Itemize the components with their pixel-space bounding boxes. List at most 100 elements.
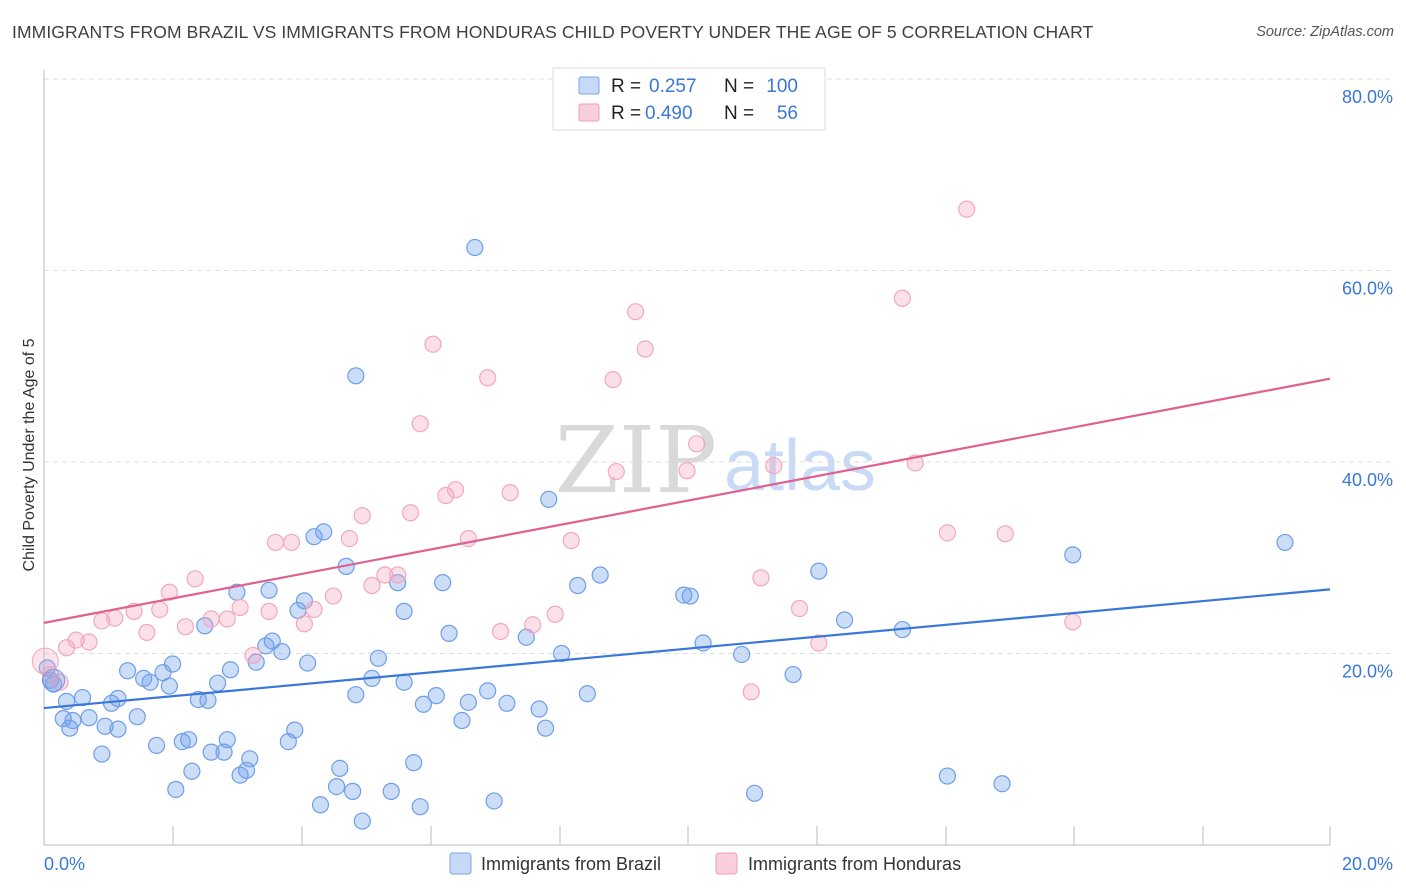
trend-line-brazil	[43, 588, 1331, 710]
data-point-cluster	[31, 647, 59, 675]
data-point	[562, 531, 580, 550]
data-point	[604, 371, 622, 389]
data-point	[45, 675, 63, 693]
data-point	[395, 602, 413, 620]
gridlines	[43, 78, 1394, 845]
data-point	[167, 780, 185, 799]
data-point	[260, 581, 278, 599]
data-point	[1064, 546, 1082, 564]
axes	[43, 70, 1330, 846]
data-point	[141, 673, 159, 691]
data-point	[353, 507, 371, 525]
data-point	[578, 685, 596, 703]
data-point	[286, 721, 304, 739]
data-point	[147, 736, 166, 755]
data-point-cluster	[42, 668, 66, 692]
data-point	[501, 484, 519, 502]
stats-legend: R = 0.257 N = 100 R = 0.490 N = 56	[552, 67, 826, 131]
stats-r-value-brazil: 0.257	[649, 76, 697, 97]
data-point	[80, 633, 98, 651]
y-axis-title: Child Poverty Under the Age of 5	[21, 338, 38, 571]
data-point	[64, 711, 82, 730]
data-point	[96, 717, 114, 735]
data-point	[424, 335, 442, 353]
data-point	[241, 750, 259, 768]
data-point	[440, 624, 458, 642]
data-point	[401, 504, 420, 522]
data-point	[199, 691, 217, 710]
legend-swatch-brazil	[449, 852, 472, 875]
data-point	[295, 615, 314, 633]
data-point	[1276, 533, 1294, 552]
data-point	[569, 576, 587, 595]
data-point	[93, 745, 111, 763]
data-point	[540, 490, 558, 508]
data-point	[810, 634, 828, 652]
data-point	[202, 610, 220, 628]
data-point	[109, 720, 127, 738]
data-point	[591, 566, 609, 584]
stats-n-label-honduras: N =	[724, 103, 754, 124]
y-tick-label: 20.0%	[1342, 662, 1393, 682]
stats-n-label-brazil: N =	[724, 76, 754, 97]
y-tick-label: 40.0%	[1342, 470, 1393, 490]
stats-n-value-honduras: 56	[777, 103, 798, 124]
data-point	[1064, 613, 1082, 631]
data-point	[266, 533, 285, 552]
data-point	[459, 693, 477, 711]
data-point	[315, 523, 333, 541]
x-tick-label: 20.0%	[1342, 854, 1393, 874]
data-point	[790, 599, 809, 618]
data-point	[893, 289, 912, 307]
data-point	[305, 600, 323, 619]
data-point	[347, 686, 365, 704]
data-point	[938, 767, 957, 785]
data-point	[810, 562, 828, 580]
data-point	[382, 782, 400, 800]
data-point	[752, 569, 770, 587]
stats-n-value-brazil: 100	[766, 76, 798, 97]
data-point	[327, 777, 346, 796]
data-point	[324, 587, 342, 605]
data-point	[183, 762, 201, 780]
data-point	[151, 600, 169, 619]
data-point	[299, 654, 317, 672]
data-point	[446, 481, 465, 499]
trend-line-honduras	[43, 377, 1331, 624]
data-point	[546, 605, 564, 623]
data-point	[536, 719, 555, 737]
data-point	[311, 796, 330, 814]
data-point	[202, 743, 220, 761]
data-point	[479, 682, 497, 700]
y-tick-label: 60.0%	[1342, 279, 1393, 299]
data-point	[353, 812, 371, 830]
data-point	[106, 609, 124, 627]
data-point	[173, 732, 191, 751]
data-point	[688, 435, 706, 453]
data-point	[958, 200, 976, 218]
data-point	[437, 486, 455, 505]
data-point	[67, 631, 85, 649]
data-point	[411, 415, 429, 433]
data-point	[305, 528, 323, 546]
data-point	[784, 665, 802, 684]
data-point	[996, 525, 1014, 543]
series-legend: Immigrants from Brazil Immigrants from H…	[449, 852, 961, 875]
data-point	[733, 645, 751, 664]
legend-label-brazil: Immigrants from Brazil	[481, 854, 661, 874]
data-point	[681, 587, 699, 605]
data-point	[347, 367, 365, 385]
data-point	[524, 616, 542, 634]
data-point	[411, 798, 429, 816]
x-tick-label: 0.0%	[44, 854, 85, 874]
data-point	[209, 674, 227, 692]
tick-labels: 20.0% 40.0% 60.0% 80.0% 0.0% 20.0%	[44, 87, 1393, 874]
data-point	[218, 610, 236, 628]
stats-swatch-brazil	[578, 76, 600, 95]
data-point	[118, 662, 137, 680]
y-tick-label: 80.0%	[1342, 87, 1393, 107]
data-point	[244, 646, 262, 665]
data-point	[427, 687, 445, 705]
watermark: ZIP atlas	[555, 407, 876, 514]
